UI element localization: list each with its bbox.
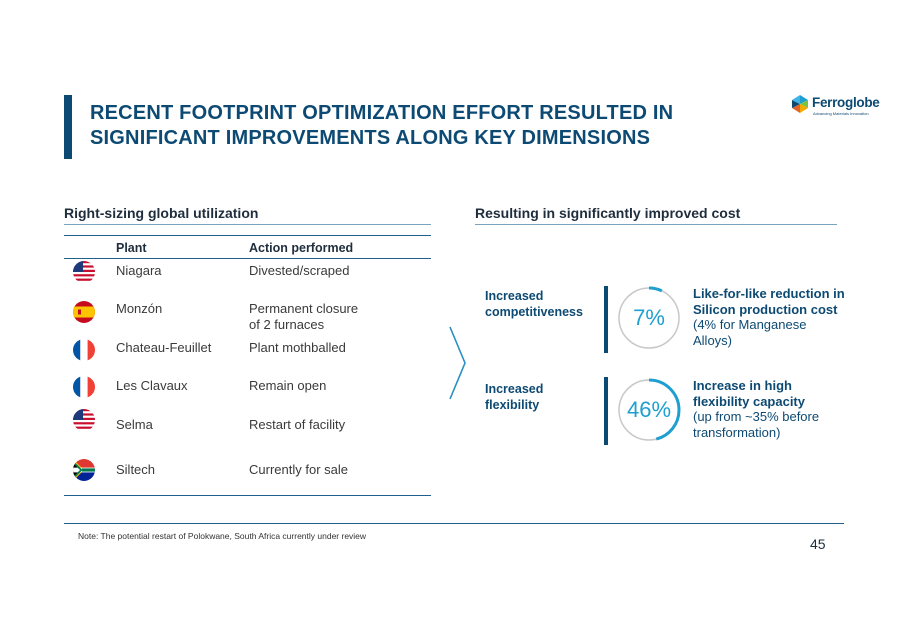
usa-flag-icon <box>73 261 95 283</box>
plant-action: Plant mothballed <box>249 340 346 356</box>
plant-action: Divested/scraped <box>249 263 349 279</box>
metric-label: Increased competitiveness <box>485 288 583 320</box>
metric-desc-line-3: (4% for Manganese <box>693 317 807 332</box>
usa-flag-icon <box>73 409 95 431</box>
plant-action: Restart of facility <box>249 417 345 433</box>
metric-description: Increase in high flexibility capacity (u… <box>693 378 863 440</box>
logo-tagline: Advancing Materials Innovation <box>813 111 869 116</box>
south-africa-flag-icon <box>73 459 95 481</box>
table-header-rule <box>64 258 431 259</box>
plant-name: Monzón <box>116 301 163 316</box>
metric-description: Like-for-like reduction in Silicon produ… <box>693 286 863 348</box>
spain-flag-icon <box>73 301 95 323</box>
right-section-heading: Resulting in significantly improved cost <box>475 205 741 221</box>
metric-desc-bold-1: Like-for-like reduction in <box>693 286 845 301</box>
page-title-line-2: SIGNIFICANT IMPROVEMENTS ALONG KEY DIMEN… <box>90 127 651 149</box>
plant-action: Remain open <box>249 378 326 394</box>
metric-ring: 7% <box>617 286 681 350</box>
france-flag-icon <box>73 376 95 398</box>
plant-name: Les Clavaux <box>116 378 188 393</box>
metric-ring-chart <box>617 286 681 350</box>
plant-action-line-1: Currently for sale <box>249 462 348 477</box>
metric-label-line-2: competitiveness <box>485 305 583 319</box>
metric-divider-bar <box>604 286 608 353</box>
right-heading-rule <box>475 224 837 225</box>
plant-action: Currently for sale <box>249 462 348 478</box>
metric-value: 46% <box>626 397 672 422</box>
metric-ring-chart <box>617 378 681 442</box>
page-title-line-1: RECENT FOOTPRINT OPTIMIZATION EFFORT RES… <box>90 102 674 124</box>
metric-label-line-1: Increased <box>485 289 544 303</box>
plant-action-line-1: Divested/scraped <box>249 263 350 278</box>
plant-name: Siltech <box>116 462 156 477</box>
metric-desc-line-4: Alloys) <box>693 332 733 348</box>
metric-ring: 46% <box>617 378 681 442</box>
left-section-heading: Right-sizing global utilization <box>64 205 259 221</box>
plant-action-line-1: Permanent closure <box>249 301 359 316</box>
metric-divider-bar <box>604 377 608 445</box>
metric-desc-bold-2: flexibility capacity <box>693 393 805 409</box>
table-bottom-rule <box>64 495 431 496</box>
metric-label-line-1: Increased <box>485 382 544 396</box>
plant-action-line-1: Restart of facility <box>249 417 346 432</box>
column-header-action: Action performed <box>249 241 354 255</box>
ferroglobe-logo-mark-icon <box>792 95 808 113</box>
footer-rule <box>64 523 844 524</box>
logo-wordmark: Ferroglobe <box>812 95 880 110</box>
title-accent-bar <box>64 95 72 159</box>
page-title: RECENT FOOTPRINT OPTIMIZATION EFFORT RES… <box>90 101 710 151</box>
ring-progress-arc <box>617 378 681 442</box>
metric-desc-bold-1: Increase in high <box>693 378 792 393</box>
ring-progress-arc <box>617 286 681 350</box>
footnote: Note: The potential restart of Polokwane… <box>78 531 367 541</box>
metric-desc-line-3: (up from ~35% before <box>693 409 820 424</box>
plant-action: Permanent closure of 2 furnaces <box>249 301 358 333</box>
column-header-plant: Plant <box>116 241 147 255</box>
page-number: 45 <box>810 536 826 552</box>
table-top-rule <box>64 235 431 236</box>
plant-name: Niagara <box>116 263 162 278</box>
metric-desc-bold-2: Silicon production cost <box>693 301 838 317</box>
chevron-right-icon <box>449 326 466 400</box>
metric-desc-line-4: transformation) <box>693 424 781 440</box>
plant-name: Selma <box>116 417 153 432</box>
metric-value: 7% <box>633 305 665 330</box>
plant-name: Chateau-Feuillet <box>116 340 212 355</box>
metric-label-line-2: flexibility <box>485 398 540 412</box>
metric-label: Increased flexibility <box>485 381 543 413</box>
france-flag-icon <box>73 339 95 361</box>
plant-action-line-1: Remain open <box>249 378 327 393</box>
left-heading-rule <box>64 224 431 225</box>
plant-action-line-1: Plant mothballed <box>249 340 346 355</box>
ferroglobe-logo: Ferroglobe Advancing Materials Innovatio… <box>790 94 890 120</box>
plant-action-line-2: of 2 furnaces <box>249 317 325 332</box>
